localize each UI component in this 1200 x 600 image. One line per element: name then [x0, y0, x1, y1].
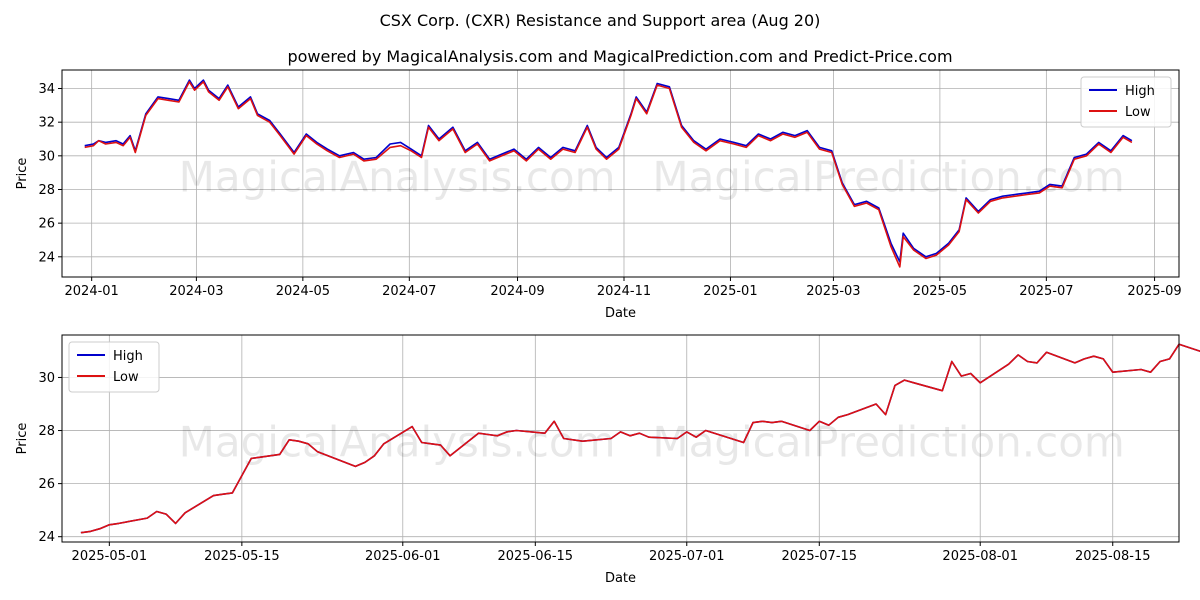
y-tick-label: 26 — [38, 477, 55, 492]
x-axis-label: Date — [605, 571, 636, 586]
x-tick-label: 2025-01 — [703, 284, 757, 299]
y-tick-label: 28 — [38, 183, 55, 198]
x-tick-label: 2024-03 — [169, 284, 223, 299]
watermark-text: MagicalPrediction.com — [652, 153, 1125, 202]
series-line-low — [84, 81, 1133, 268]
watermark-text: MagicalAnalysis.com — [179, 153, 616, 202]
y-tick-label: 26 — [38, 217, 55, 232]
x-tick-label: 2025-05 — [913, 284, 967, 299]
x-tick-label: 2025-07 — [1019, 284, 1073, 299]
watermark-text: MagicalPrediction.com — [652, 418, 1125, 467]
y-tick-label: 24 — [38, 250, 55, 265]
chart-title: CSX Corp. (CXR) Resistance and Support a… — [380, 11, 821, 30]
y-tick-label: 30 — [38, 149, 55, 164]
y-tick-label: 24 — [38, 530, 55, 545]
y-tick-label: 30 — [38, 371, 55, 386]
chart-panel-2: MagicalAnalysis.com MagicalPrediction.com… — [15, 334, 1200, 586]
y-tick-label: 32 — [38, 116, 55, 131]
legend-label-high: High — [1125, 84, 1155, 99]
x-tick-label: 2025-05-01 — [72, 549, 148, 564]
x-tick-label: 2025-06-01 — [365, 549, 441, 564]
watermark-group: MagicalAnalysis.com MagicalPrediction.com — [179, 418, 1125, 467]
y-tick-label: 34 — [38, 82, 55, 97]
x-tick-label: 2024-09 — [490, 284, 544, 299]
legend-label-high: High — [113, 349, 143, 364]
y-axis-label: Price — [15, 423, 30, 455]
x-tick-label: 2025-05-15 — [204, 549, 280, 564]
x-tick-label: 2024-07 — [382, 284, 436, 299]
x-tick-label: 2025-06-15 — [498, 549, 574, 564]
x-tick-label: 2025-09 — [1127, 284, 1181, 299]
legend: High Low — [1080, 76, 1172, 128]
legend: High Low — [68, 341, 160, 393]
series-line-high — [84, 79, 1133, 263]
legend-label-low: Low — [113, 370, 139, 385]
x-axis-label: Date — [605, 306, 636, 321]
x-tick-label: 2025-08-01 — [942, 549, 1018, 564]
y-tick-label: 28 — [38, 424, 55, 439]
watermark-group: MagicalAnalysis.com MagicalPrediction.com — [179, 153, 1125, 202]
x-tick-label: 2025-03 — [806, 284, 860, 299]
series-line-low — [80, 343, 1200, 534]
x-tick-label: 2024-11 — [597, 284, 651, 299]
plot-frame — [61, 69, 1180, 278]
legend-label-low: Low — [1125, 105, 1151, 120]
y-axis-label: Price — [15, 158, 30, 190]
x-tick-label: 2025-08-15 — [1075, 549, 1151, 564]
watermark-text: MagicalAnalysis.com — [179, 418, 616, 467]
x-tick-label: 2024-05 — [276, 284, 330, 299]
x-tick-label: 2025-07-01 — [649, 549, 725, 564]
plot-frame — [61, 334, 1180, 543]
x-tick-label: 2025-07-15 — [782, 549, 858, 564]
chart-subtitle: powered by MagicalAnalysis.com and Magic… — [287, 47, 952, 66]
x-tick-label: 2024-01 — [65, 284, 119, 299]
chart-panel-1: MagicalAnalysis.com MagicalPrediction.com… — [15, 69, 1182, 321]
